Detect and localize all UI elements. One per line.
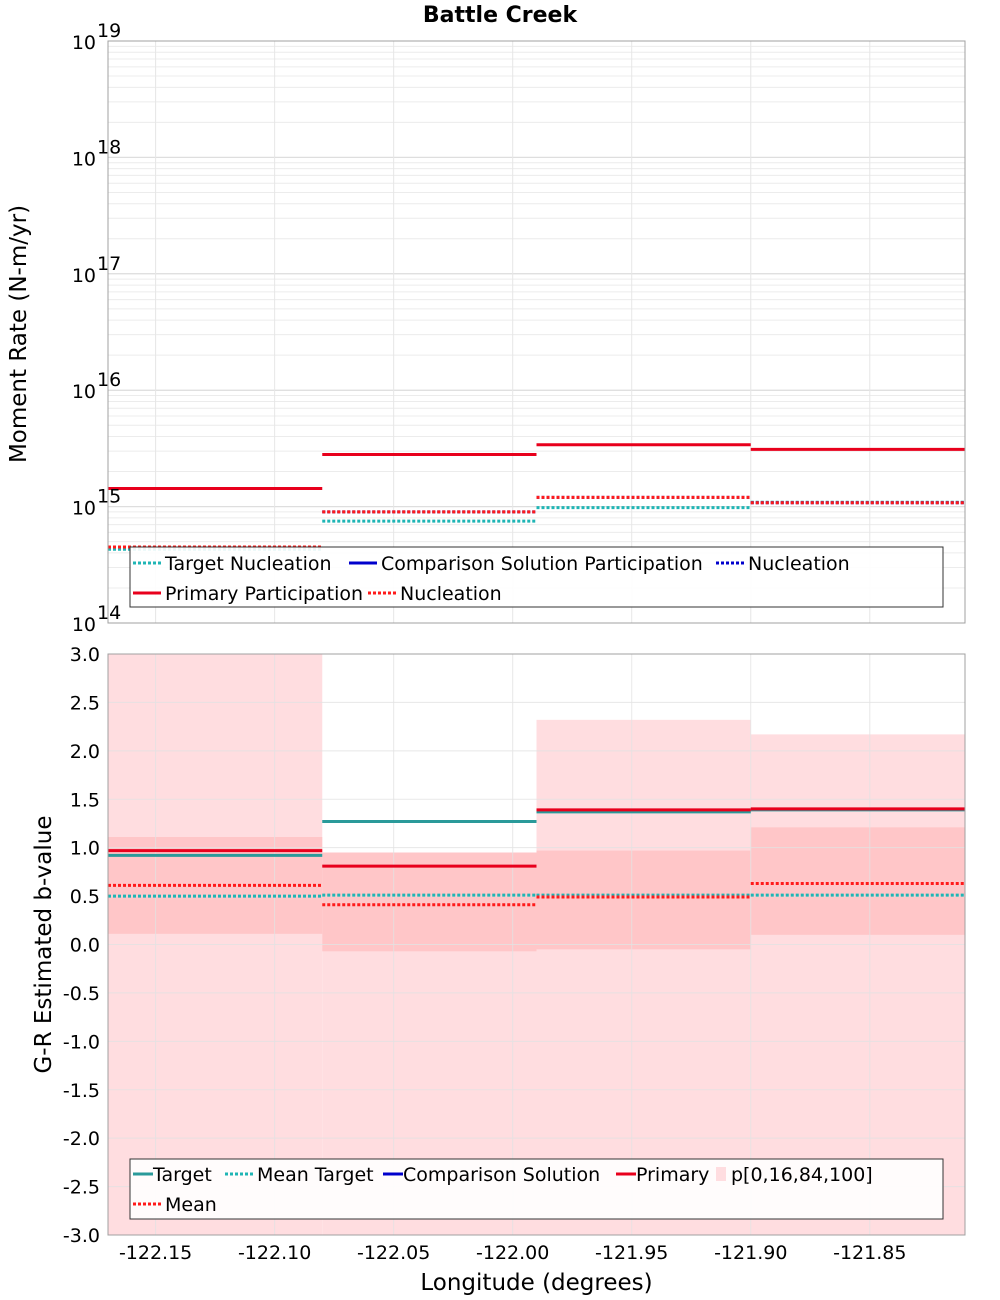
legend-label: Comparison Solution <box>403 1164 600 1186</box>
y-tick-exponent: 14 <box>97 602 121 624</box>
y-tick-label: 1.5 <box>70 789 100 811</box>
y-tick-label: 2.0 <box>70 741 100 763</box>
legend-box <box>129 1158 944 1220</box>
legend-label: Target Nucleation <box>164 553 332 575</box>
y-tick-label: 0.0 <box>70 935 100 957</box>
top-legend: Target Nucleation Comparison Solution Par… <box>129 546 944 608</box>
x-tick-label: -122.00 <box>476 1242 549 1264</box>
x-tick-label: -122.05 <box>357 1242 430 1264</box>
y-tick-label: -3.0 <box>63 1225 100 1247</box>
top-plot-frame <box>107 40 966 624</box>
y-tick-label: 0.5 <box>70 886 100 908</box>
bottom-y-axis-label: G-R Estimated b-value <box>31 815 57 1073</box>
x-tick-label: -122.15 <box>119 1242 192 1264</box>
bottom-legend: Target Mean Target Comparison Solution Prim… <box>129 1158 944 1220</box>
y-tick-label: 10 <box>72 498 96 520</box>
x-axis-label: Longitude (degrees) <box>420 1270 652 1296</box>
y-tick-label: 10 <box>72 148 96 170</box>
y-tick-label: 10 <box>72 614 96 636</box>
y-tick-exponent: 17 <box>97 253 121 275</box>
legend-label: Nucleation <box>400 583 502 605</box>
y-tick-label: 2.5 <box>70 692 100 714</box>
y-tick-label: -0.5 <box>63 983 100 1005</box>
y-tick-label: -2.5 <box>63 1177 100 1199</box>
band-outer <box>536 719 751 1235</box>
legend-label: Primary <box>636 1164 709 1186</box>
band-inner <box>536 850 751 950</box>
top-plot-grid <box>108 40 965 624</box>
legend-label: Nucleation <box>748 553 850 575</box>
y-tick-exponent: 19 <box>97 20 121 42</box>
y-tick-label: 3.0 <box>70 644 100 666</box>
legend-label: Mean <box>165 1194 217 1216</box>
y-tick-label: -1.5 <box>63 1080 100 1102</box>
legend-label: Comparison Solution Participation <box>381 553 703 575</box>
bottom-plot-y-ticks: 3.0 2.5 2.0 1.5 1.0 0.5 0.0 -0.5 -1.0 -1.5 -2.0 -2.… <box>63 644 100 1247</box>
top-y-axis-label: Moment Rate (N-m/yr) <box>6 205 32 463</box>
x-tick-label: -122.10 <box>238 1242 311 1264</box>
y-tick-exponent: 16 <box>97 369 121 391</box>
y-tick-label: 10 <box>72 265 96 287</box>
top-plot-series <box>108 443 965 551</box>
bottom-plot-x-ticks: -122.15 -122.10 -122.05 -122.00 -121.95 -121.… <box>119 1242 907 1264</box>
y-tick-exponent: 18 <box>97 136 121 158</box>
legend-label: p[0,16,84,100] <box>731 1164 873 1186</box>
chart-title: Battle Creek <box>423 3 579 28</box>
y-tick-label: -1.0 <box>63 1031 100 1053</box>
y-tick-label: 1.0 <box>70 838 100 860</box>
legend-swatch <box>716 1167 726 1181</box>
legend-label: Mean Target <box>257 1164 374 1186</box>
x-tick-label: -121.95 <box>595 1242 668 1264</box>
y-tick-label: 10 <box>72 381 96 403</box>
y-tick-exponent: 15 <box>97 486 121 508</box>
x-tick-label: -121.90 <box>714 1242 787 1264</box>
band-inner <box>322 852 537 952</box>
band-inner <box>750 827 965 935</box>
legend-label: Primary Participation <box>165 583 363 605</box>
legend-box <box>129 546 944 608</box>
x-tick-label: -121.85 <box>833 1242 906 1264</box>
y-tick-label: 10 <box>72 32 96 54</box>
bottom-plot-frame <box>107 653 966 1236</box>
y-tick-label: -2.0 <box>63 1128 100 1150</box>
bottom-plot-series <box>108 807 965 907</box>
legend-label: Target <box>152 1164 212 1186</box>
band-outer <box>750 734 965 1235</box>
